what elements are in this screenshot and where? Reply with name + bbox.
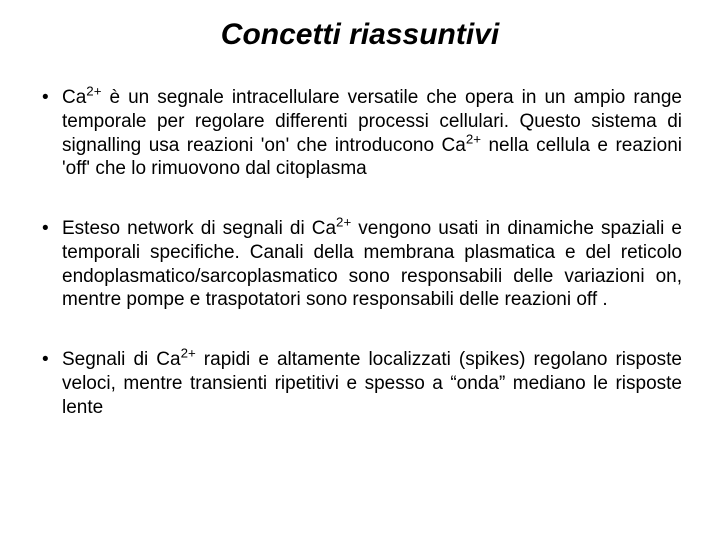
slide: Concetti riassuntivi Ca2+ è un segnale i… [0,0,720,540]
slide-title: Concetti riassuntivi [38,18,682,52]
text-run: Esteso network di segnali di Ca [62,218,336,239]
list-item: Ca2+ è un segnale intracellulare versati… [38,86,682,181]
bullet-list: Ca2+ è un segnale intracellulare versati… [38,86,682,419]
list-item: Esteso network di segnali di Ca2+ vengon… [38,217,682,312]
superscript: 2+ [86,84,101,99]
list-item: Segnali di Ca2+ rapidi e altamente local… [38,348,682,419]
text-run: Ca [62,87,86,108]
text-run: Segnali di Ca [62,349,181,370]
superscript: 2+ [466,131,481,146]
superscript: 2+ [336,215,351,230]
superscript: 2+ [181,346,196,361]
